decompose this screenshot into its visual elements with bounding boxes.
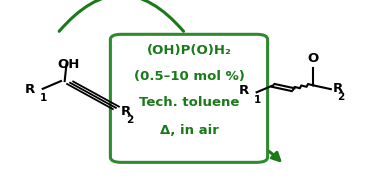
Text: R: R — [333, 82, 343, 95]
Text: R: R — [121, 105, 131, 118]
Text: Δ, in air: Δ, in air — [160, 124, 218, 137]
Text: Tech. toluene: Tech. toluene — [139, 96, 239, 109]
Text: R: R — [25, 83, 36, 96]
Text: 2: 2 — [126, 115, 133, 125]
Text: 1: 1 — [254, 95, 261, 105]
Text: 1: 1 — [40, 93, 47, 103]
Text: 2: 2 — [337, 92, 345, 102]
Text: OH: OH — [57, 58, 80, 71]
Text: R: R — [239, 84, 249, 97]
FancyBboxPatch shape — [110, 34, 268, 162]
Text: O: O — [308, 52, 319, 65]
Text: (0.5–10 mol %): (0.5–10 mol %) — [134, 70, 244, 83]
Text: (OH)P(O)H₂: (OH)P(O)H₂ — [146, 44, 232, 57]
